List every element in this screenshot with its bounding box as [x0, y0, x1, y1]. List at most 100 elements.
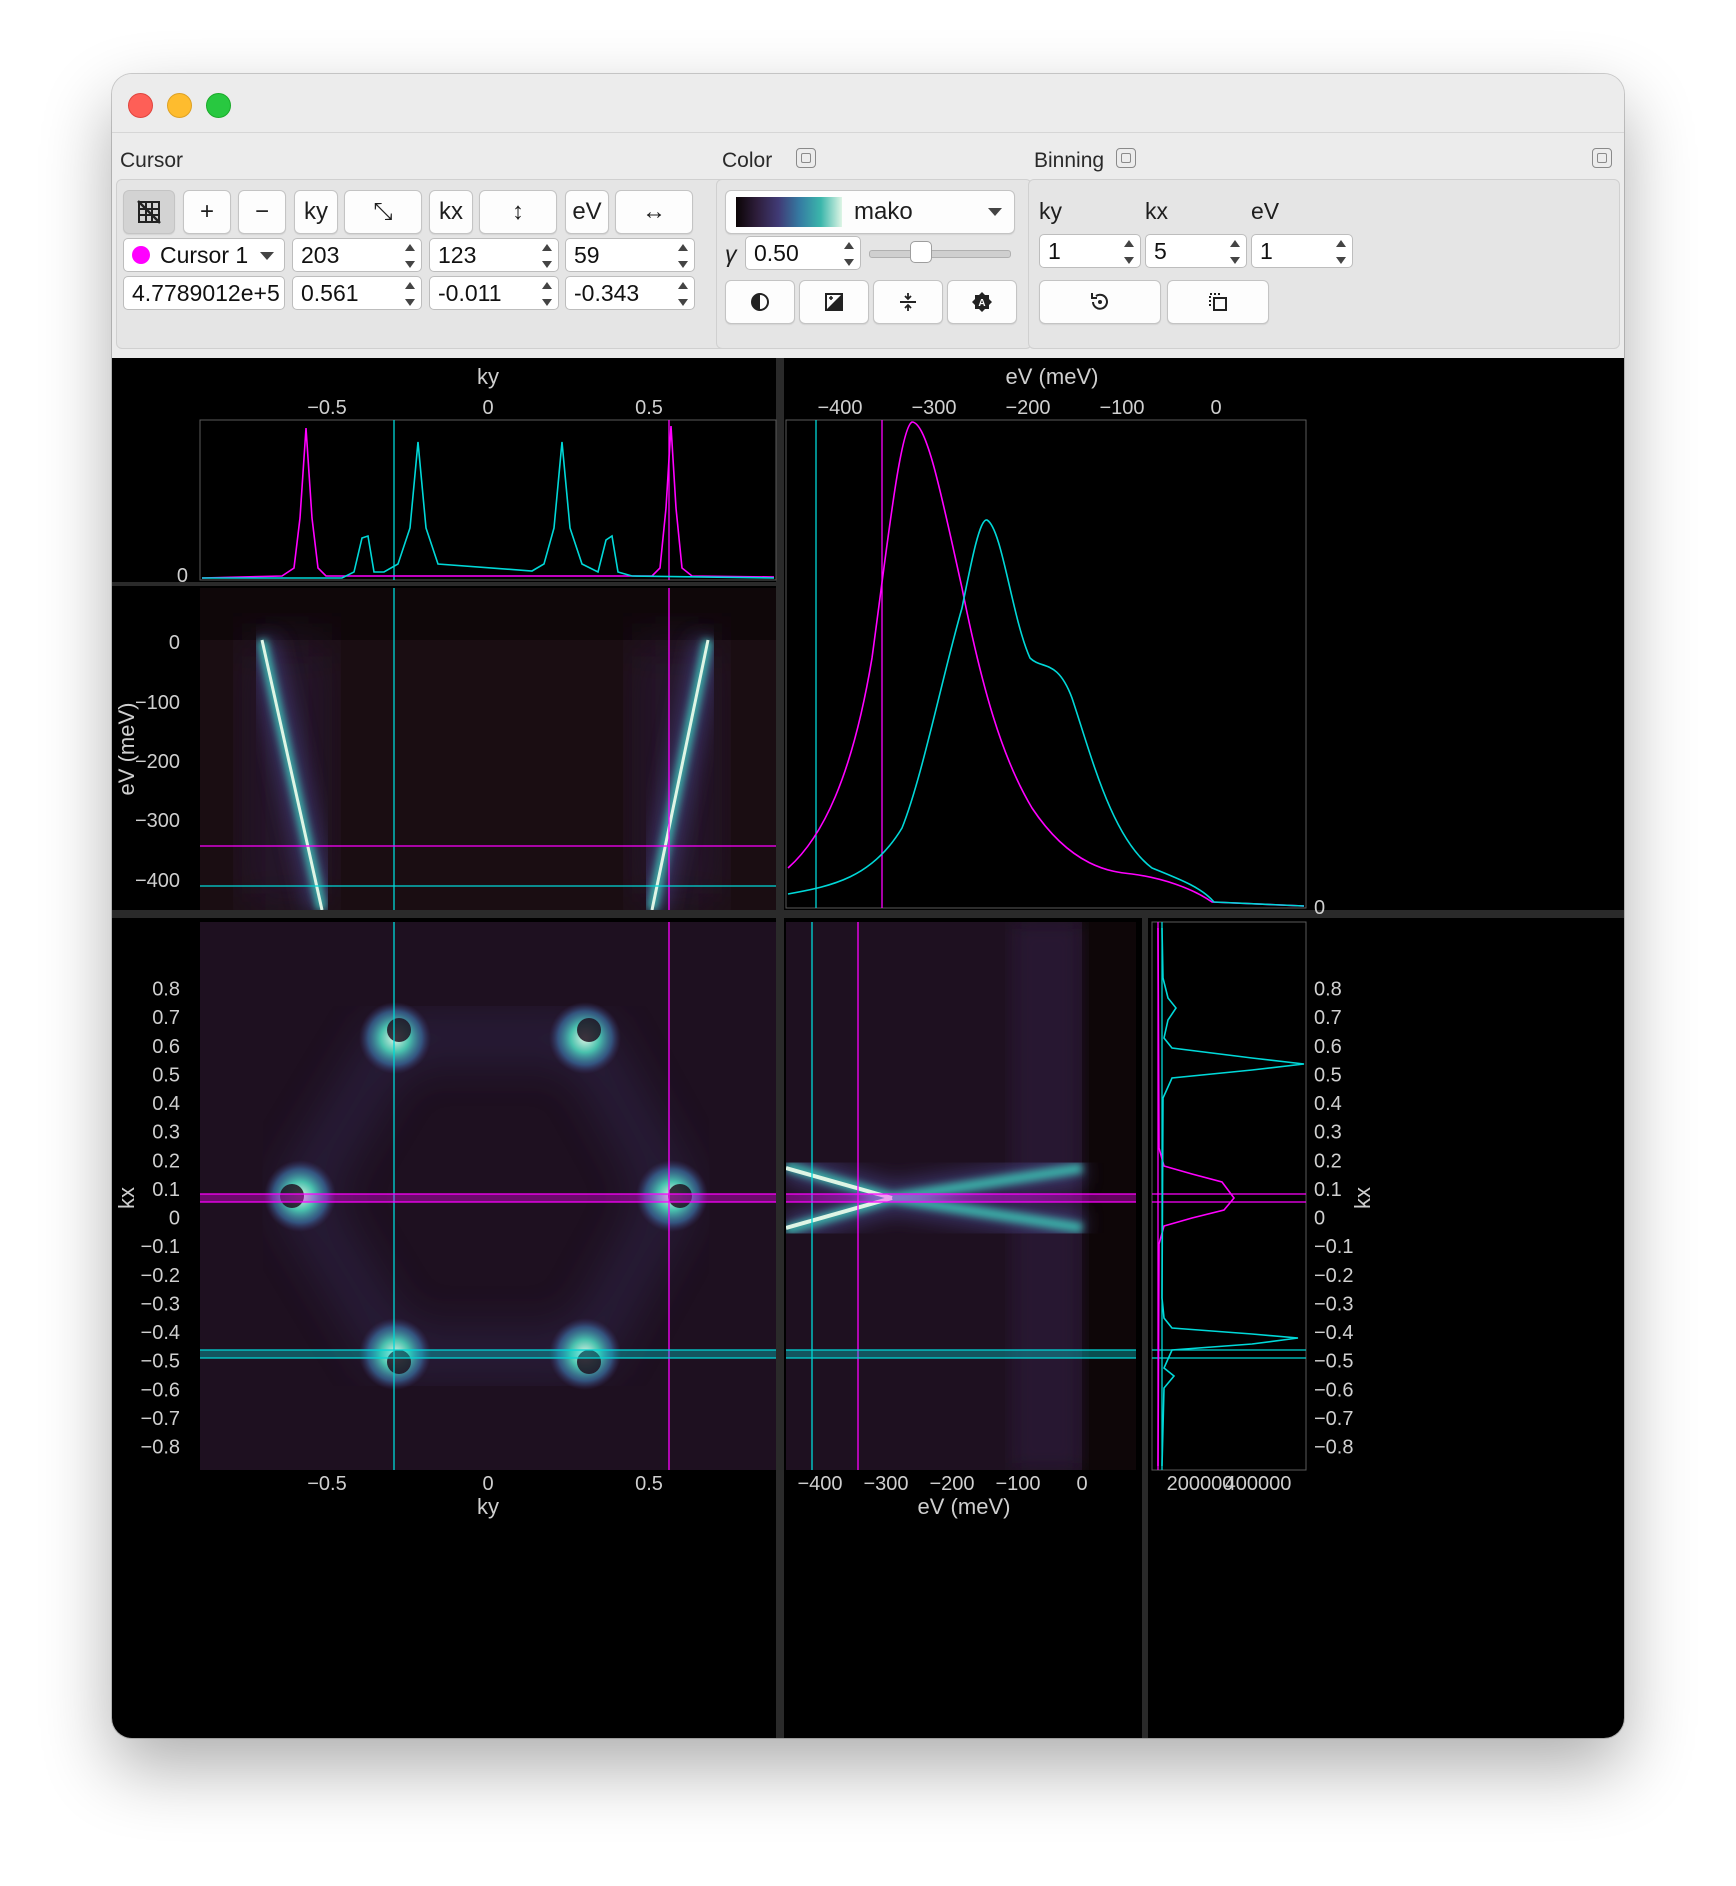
spin-arrows-icon[interactable] [540, 282, 554, 306]
value-kx-spinbox[interactable]: -0.011 [429, 276, 559, 310]
ev-kx-xtick: −200 [929, 1473, 974, 1495]
auto-scale-icon[interactable]: A [947, 280, 1017, 324]
bin-kx-spinbox[interactable]: 5 [1145, 234, 1247, 268]
index-kx-spinbox[interactable]: 123 [429, 238, 559, 272]
fermi-map-ylabel: kx [114, 1187, 139, 1209]
ky-ev-ytick: 0 [169, 632, 180, 654]
gamma-slider-thumb[interactable] [910, 241, 932, 263]
kx-tick-label: 0 [169, 1208, 180, 1230]
ky-ev-ytick: −400 [135, 870, 180, 892]
cursor-select[interactable]: Cursor 1 [123, 238, 285, 272]
cursor-controls-group: + − ky ⤡ kx ↕ eV ↔ Cursor 1 203 123 59 4… [116, 179, 830, 349]
bin-kx-label: kx [1145, 198, 1168, 224]
ev-kx-xtick: −300 [863, 1473, 908, 1495]
kx-tick-label: 0.3 [1314, 1122, 1342, 1144]
fermi-map-xtick: 0 [482, 1473, 493, 1495]
close-window-button[interactable] [128, 93, 153, 118]
binning-section-title: Binning [1034, 149, 1105, 172]
copy-icon[interactable] [1167, 280, 1269, 324]
cursor-section-title: Cursor [120, 149, 184, 172]
title-bar [112, 74, 1624, 133]
bin-ky-spinbox[interactable]: 1 [1039, 234, 1141, 268]
value-ev: -0.343 [574, 279, 640, 306]
kx-tick-label: 0 [1314, 1208, 1325, 1230]
spin-arrows-icon[interactable] [842, 242, 856, 266]
cursor2-kx-band[interactable] [786, 1350, 1136, 1358]
kx-tick-label: 0.5 [152, 1064, 180, 1086]
fermi-map-features [264, 1002, 708, 1390]
ky-toggle[interactable]: ky [294, 190, 338, 234]
color-controls-group: mako γ 0.50 A [716, 179, 1032, 349]
ev-profile-tick: −400 [817, 397, 862, 419]
kx-profile-xtick: 200000 [1167, 1473, 1234, 1495]
binning-controls-group: ky kx eV 1 5 1 [1028, 179, 1620, 349]
vertical-arrow-icon[interactable]: ↕ [479, 190, 557, 234]
spin-arrows-icon[interactable] [1122, 240, 1136, 264]
ky-profile-plot[interactable]: ky −0.5 0 0.5 0 [177, 364, 777, 587]
spin-arrows-icon[interactable] [676, 282, 690, 306]
colormap-select[interactable]: mako [725, 190, 1015, 234]
ev-profile-ytick: 0 [1314, 897, 1325, 919]
add-cursor-button[interactable]: + [183, 190, 231, 234]
bottom-right-splitter[interactable] [1142, 918, 1148, 1738]
spin-arrows-icon[interactable] [1334, 240, 1348, 264]
reverse-colormap-icon[interactable] [799, 280, 869, 324]
ky-ev-bands [242, 636, 722, 910]
snap-grid-icon[interactable] [123, 190, 175, 234]
kx-tick-label: 0.6 [1314, 1036, 1342, 1058]
undock-color-panel-icon[interactable] [1116, 148, 1136, 168]
horizontal-splitter[interactable] [112, 910, 1624, 918]
kx-tick-label: −0.5 [141, 1351, 180, 1373]
plot-canvas[interactable]: ky −0.5 0 0.5 0 eV (meV) −400 −300 −200 … [112, 358, 1624, 1738]
minimize-window-button[interactable] [167, 93, 192, 118]
undock-binning-panel-icon[interactable] [1592, 148, 1612, 168]
spin-arrows-icon[interactable] [540, 244, 554, 268]
kx-profile-plot[interactable]: 200000 400000 kx 0.80.70.60.50.40.30.20.… [1151, 921, 1375, 1495]
spin-arrows-icon[interactable] [403, 244, 417, 268]
remove-cursor-button[interactable]: − [238, 190, 286, 234]
spin-arrows-icon[interactable] [676, 244, 690, 268]
kx-tick-label: 0.8 [1314, 979, 1342, 1001]
ev-profile-tick: −200 [1005, 397, 1050, 419]
kx-tick-label: −0.4 [141, 1322, 180, 1344]
horizontal-arrow-icon[interactable]: ↔ [615, 190, 693, 234]
index-ky-spinbox[interactable]: 203 [292, 238, 422, 272]
kx-tick-label: 0.1 [152, 1179, 180, 1201]
above-fermi-region [200, 588, 776, 640]
diagonal-arrow-icon[interactable]: ⤡ [344, 190, 422, 234]
ev-toggle[interactable]: eV [565, 190, 609, 234]
ev-kx-xtick: −400 [797, 1473, 842, 1495]
ky-ev-image-plot[interactable]: eV (meV) 0 −100 −200 −300 −400 [114, 588, 776, 910]
cursor2-kx-band[interactable] [200, 1350, 776, 1358]
kx-tick-label: −0.6 [141, 1379, 180, 1401]
cursor1-kx-band[interactable] [200, 1194, 776, 1202]
fermi-map-plot[interactable]: ky −0.5 0 0.5 kx 0.80.70.60.50.40.30.20.… [114, 922, 776, 1519]
top-left-splitter[interactable] [112, 582, 776, 586]
fermi-map-xtick: −0.5 [307, 1473, 346, 1495]
value-ev-spinbox[interactable]: -0.343 [565, 276, 695, 310]
value-ky-spinbox[interactable]: 0.561 [292, 276, 422, 310]
zoom-window-button[interactable] [206, 93, 231, 118]
kx-profile-frame [1151, 921, 1307, 1471]
spin-arrows-icon[interactable] [1228, 240, 1242, 264]
high-contrast-icon[interactable] [873, 280, 943, 324]
plot-area[interactable]: ky −0.5 0 0.5 0 eV (meV) −400 −300 −200 … [112, 358, 1624, 1738]
invert-icon[interactable] [725, 280, 795, 324]
cursor-select-label: Cursor 1 [160, 241, 249, 268]
cursor2-kx-profile [1161, 927, 1305, 1467]
kx-toggle[interactable]: kx [429, 190, 473, 234]
ev-profile-plot[interactable]: eV (meV) −400 −300 −200 −100 0 0 [785, 364, 1325, 919]
gamma-slider[interactable] [869, 241, 1011, 263]
kx-tick-label: 0.2 [152, 1150, 180, 1172]
reset-binning-icon[interactable] [1039, 280, 1161, 324]
bin-ev-spinbox[interactable]: 1 [1251, 234, 1353, 268]
undock-cursor-panel-icon[interactable] [796, 148, 816, 168]
spin-arrows-icon[interactable] [403, 282, 417, 306]
bin-ky-label: ky [1039, 198, 1062, 224]
cursor1-kx-band[interactable] [786, 1194, 1136, 1202]
cursor2-ev-profile [787, 519, 1305, 907]
ev-kx-image-plot[interactable]: eV (meV) −400 −300 −200 −100 0 [786, 922, 1136, 1519]
vertical-splitter[interactable] [776, 358, 784, 1738]
gamma-spinbox[interactable]: 0.50 [745, 236, 861, 270]
index-ev-spinbox[interactable]: 59 [565, 238, 695, 272]
